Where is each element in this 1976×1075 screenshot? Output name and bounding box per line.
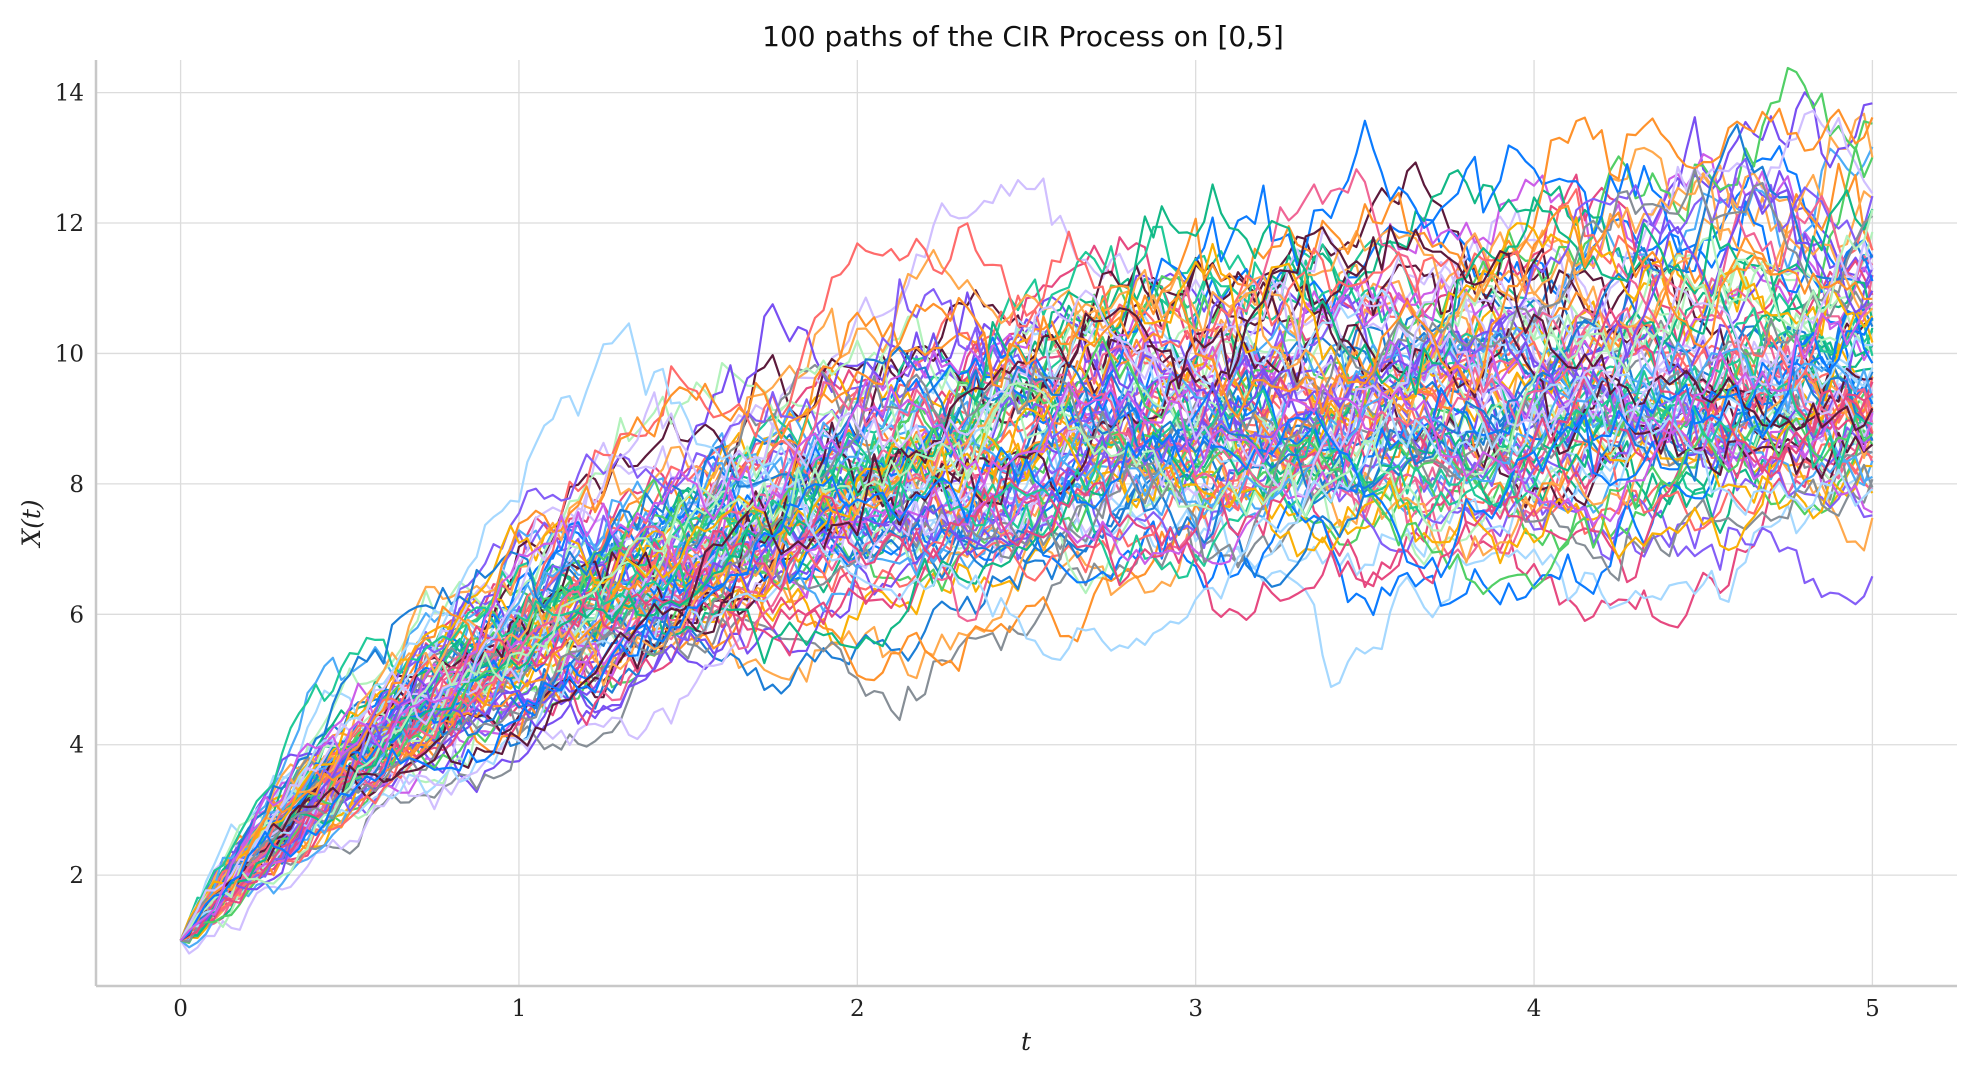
cir-path-line: [179, 168, 1874, 941]
cir-path-line: [180, 307, 1874, 942]
x-tick-label: 5: [1865, 996, 1880, 1022]
cir-path-line: [179, 233, 1874, 942]
cir-path-line: [179, 209, 1874, 942]
x-tick-label: 0: [173, 996, 188, 1022]
y-tick-label: 8: [69, 472, 84, 498]
y-tick-label: 4: [69, 733, 84, 759]
grid-lines: [96, 60, 1957, 986]
x-tick-label: 3: [1188, 996, 1203, 1022]
x-tick-labels: 0 1 2 3 4 5: [173, 996, 1879, 1022]
cir-path-line: [179, 195, 1874, 941]
x-axis-label: t: [1021, 1027, 1032, 1056]
path-lines: [179, 66, 1874, 955]
y-tick-label: 10: [55, 341, 84, 367]
cir-path-line: [179, 302, 1874, 942]
y-tick-label: 14: [55, 81, 84, 107]
y-tick-label: 12: [55, 211, 84, 237]
cir-path-line: [179, 240, 1874, 941]
cir-path-line: [179, 157, 1874, 941]
cir-path-line: [179, 231, 1874, 941]
cir-path-line: [179, 172, 1874, 941]
cir-path-line: [179, 317, 1874, 942]
x-tick-label: 1: [512, 996, 527, 1022]
cir-path-line: [179, 370, 1873, 942]
chart-title: 100 paths of the CIR Process on [0,5]: [762, 20, 1284, 53]
cir-path-line: [179, 236, 1874, 942]
y-tick-label: 6: [69, 602, 84, 628]
cir-path-line: [179, 183, 1874, 942]
cir-path-line: [179, 336, 1874, 942]
x-tick-label: 2: [850, 996, 865, 1022]
cir-path-line: [179, 204, 1873, 942]
y-tick-label: 2: [69, 863, 84, 889]
cir-path-line: [179, 188, 1874, 942]
cir-path-line: [179, 322, 1874, 942]
y-tick-labels: 2 4 6 8 10 12 14: [55, 81, 84, 890]
y-axis-label: X(t): [17, 499, 46, 548]
cir-path-line: [179, 146, 1874, 942]
x-tick-label: 4: [1527, 996, 1542, 1022]
cir-path-line: [179, 188, 1874, 942]
cir-path-line: [180, 400, 1874, 945]
cir-path-line: [180, 361, 1874, 942]
cir-path-line: [179, 66, 1873, 941]
cir-path-line: [179, 341, 1874, 941]
